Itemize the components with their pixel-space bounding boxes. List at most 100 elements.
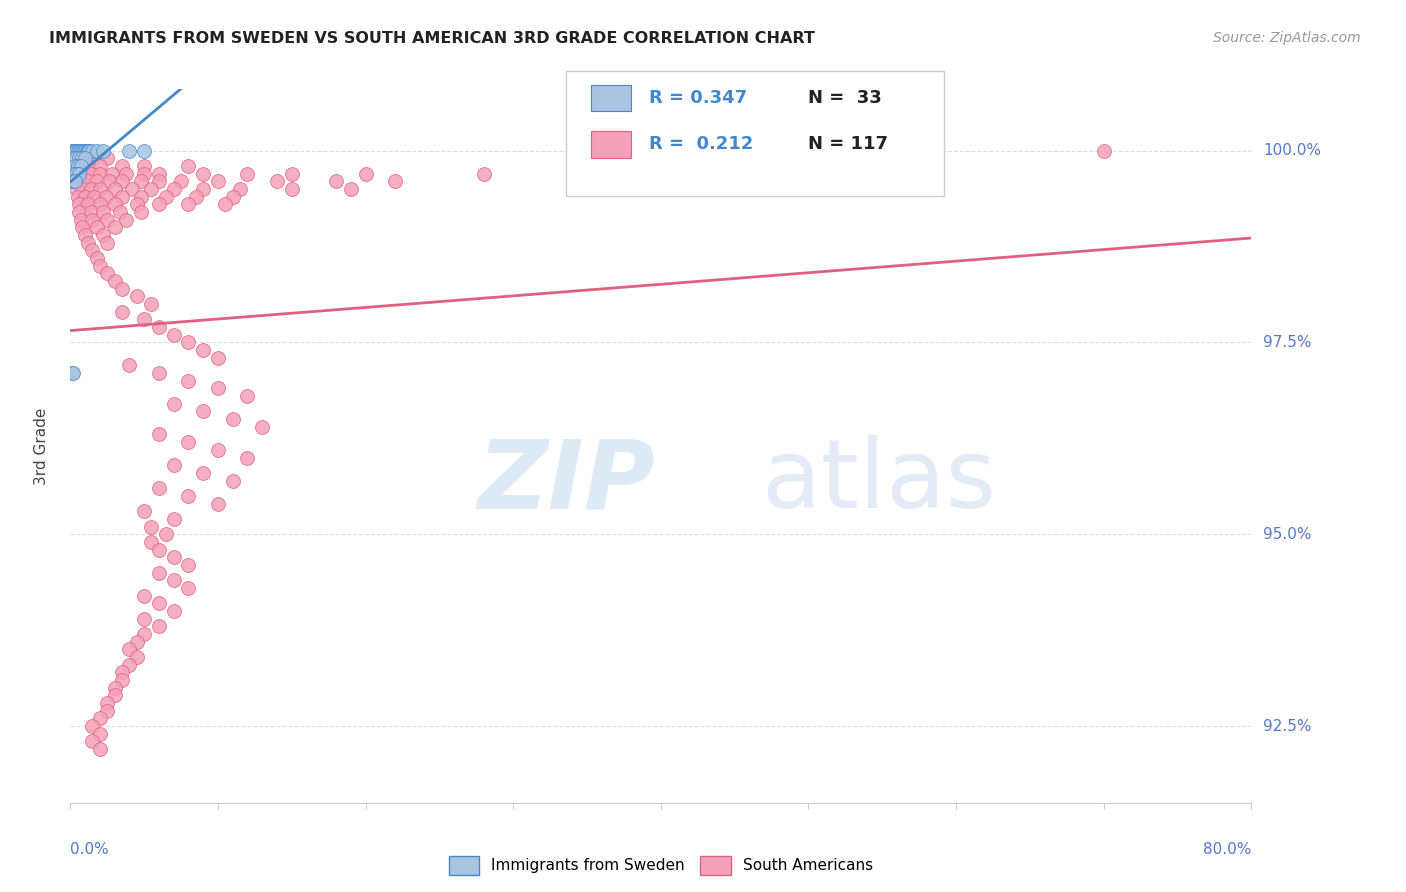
Point [67,167,90,181]
Point [69,159,91,173]
Point [82,719,104,733]
Point [104,689,127,703]
Point [100,167,122,181]
Point [207,497,229,511]
Text: ZIP: ZIP [478,435,655,528]
Point [148,619,170,633]
Point [163,397,186,411]
Point [91,205,114,219]
Point [191,466,214,480]
Point [472,167,495,181]
Point [170,174,193,188]
Point [207,351,229,365]
Point [148,366,170,380]
Point [82,151,104,165]
Point [148,167,170,181]
Point [67,159,90,173]
Point [65,151,87,165]
Point [214,197,236,211]
Point [191,404,214,418]
Point [163,182,186,196]
Point [222,189,245,203]
Point [69,144,91,158]
Point [155,189,177,203]
FancyBboxPatch shape [591,131,631,158]
Point [111,174,134,188]
Point [77,144,100,158]
Point [177,335,200,350]
Point [163,512,186,526]
Point [83,189,105,203]
Point [89,197,111,211]
Point [118,144,141,158]
Point [89,742,111,756]
Point [96,151,118,165]
Point [163,574,186,588]
Point [115,212,138,227]
Point [75,227,96,242]
Text: IMMIGRANTS FROM SWEDEN VS SOUTH AMERICAN 3RD GRADE CORRELATION CHART: IMMIGRANTS FROM SWEDEN VS SOUTH AMERICAN… [49,31,815,46]
Point [89,167,111,181]
Point [96,266,118,280]
Point [236,389,259,403]
Text: Source: ZipAtlas.com: Source: ZipAtlas.com [1213,31,1361,45]
FancyBboxPatch shape [567,71,945,196]
Point [141,182,163,196]
Point [79,144,101,158]
Y-axis label: 3rd Grade: 3rd Grade [35,408,49,484]
Point [250,419,273,434]
Point [72,144,94,158]
Point [65,167,87,181]
Point [82,734,104,748]
Point [66,189,89,203]
Legend: Immigrants from Sweden, South Americans: Immigrants from Sweden, South Americans [443,850,879,880]
Point [148,427,170,442]
Point [69,212,91,227]
Point [384,174,406,188]
Point [354,167,377,181]
Point [77,144,100,158]
Point [121,182,143,196]
Point [62,167,84,181]
Point [177,374,200,388]
Point [65,151,87,165]
FancyBboxPatch shape [591,85,631,112]
Point [129,189,152,203]
Text: N = 117: N = 117 [808,136,889,153]
Point [63,144,86,158]
Point [155,527,177,541]
Point [70,151,93,165]
Point [60,366,83,380]
Point [77,174,100,188]
Point [89,259,111,273]
Text: R = 0.347: R = 0.347 [650,89,747,107]
Point [104,182,127,196]
Point [148,197,170,211]
Point [63,174,86,188]
Point [118,359,141,373]
Point [118,657,141,672]
Point [163,458,186,473]
Point [96,212,118,227]
Point [60,174,83,188]
Point [110,205,132,219]
Point [91,227,114,242]
Point [281,182,304,196]
Point [63,144,86,158]
Point [80,167,103,181]
Point [89,182,111,196]
Point [67,151,90,165]
Point [89,727,111,741]
Point [191,167,214,181]
Point [141,519,163,533]
Point [115,167,138,181]
Point [132,612,156,626]
Point [132,504,156,518]
Point [63,159,86,173]
Point [70,220,93,235]
Point [82,212,104,227]
Point [177,581,200,595]
Point [177,159,200,173]
Point [129,174,152,188]
Point [266,174,288,188]
